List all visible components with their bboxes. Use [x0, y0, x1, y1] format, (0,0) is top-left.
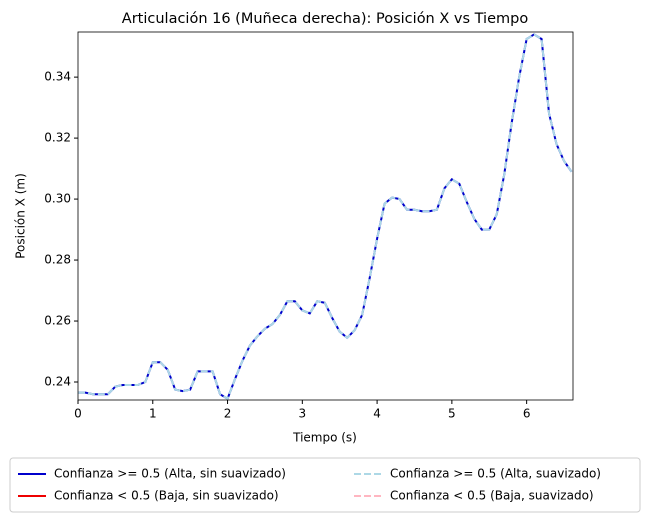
plot-frame	[77, 31, 574, 401]
data-line	[78, 33, 573, 400]
x-tick-label: 0	[74, 407, 82, 421]
legend-label: Confianza >= 0.5 (Alta, sin suavizado)	[54, 467, 286, 481]
x-tick-label: 5	[448, 407, 456, 421]
y-tick-label: 0.34	[44, 70, 71, 84]
y-tick-label: 0.24	[44, 375, 71, 389]
legend-box	[9, 457, 641, 513]
chart-title: Articulación 16 (Muñeca derecha): Posici…	[122, 11, 529, 27]
y-tick-label: 0.30	[44, 192, 71, 206]
x-tick-label: 1	[149, 407, 157, 421]
y-tick-label: 0.26	[44, 314, 71, 328]
legend-label: Confianza >= 0.5 (Alta, suavizado)	[390, 467, 601, 481]
x-axis-label: Tiempo (s)	[292, 431, 357, 445]
y-axis-label: Posición X (m)	[14, 173, 28, 259]
x-tick-label: 3	[298, 407, 306, 421]
data-line	[78, 33, 573, 400]
x-tick-label: 6	[523, 407, 531, 421]
x-tick-label: 2	[224, 407, 232, 421]
x-tick-label: 4	[373, 407, 381, 421]
y-tick-label: 0.32	[44, 131, 71, 145]
legend-label: Confianza < 0.5 (Baja, suavizado)	[390, 489, 594, 503]
legend-label: Confianza < 0.5 (Baja, sin suavizado)	[54, 489, 279, 503]
y-tick-label: 0.28	[44, 253, 71, 267]
